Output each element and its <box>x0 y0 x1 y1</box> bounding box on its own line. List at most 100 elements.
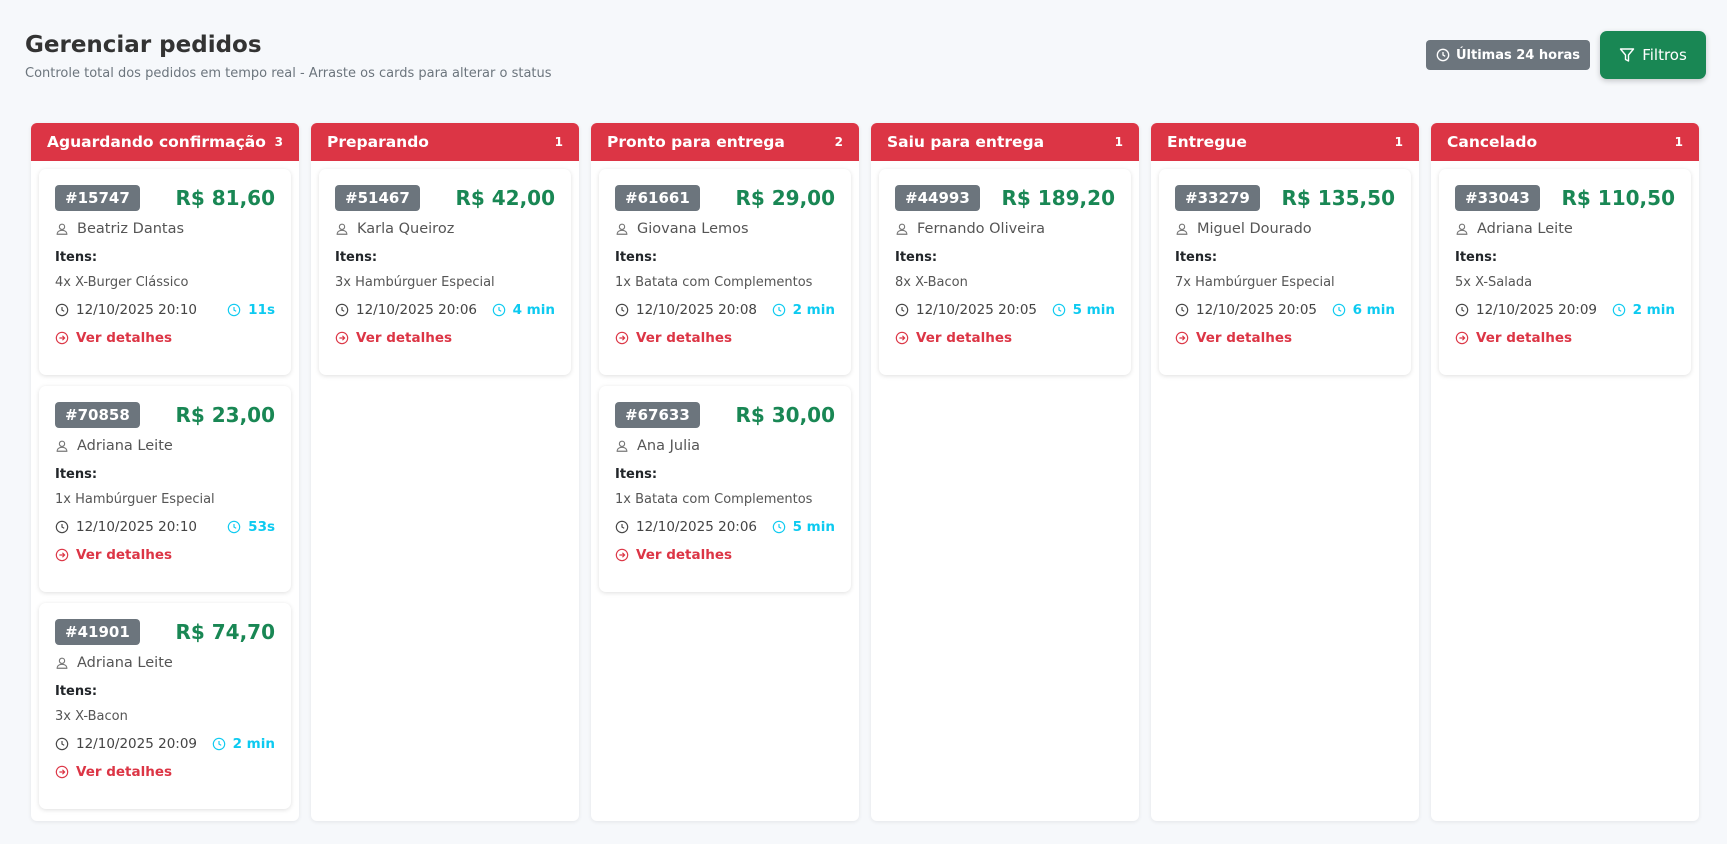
details-link[interactable]: Ver detalhes <box>55 330 275 346</box>
clock-icon <box>227 520 241 534</box>
items-list: 5x X-Salada <box>1455 275 1533 290</box>
order-id: #67633 <box>615 402 700 428</box>
elapsed-time: 2 min <box>772 302 835 318</box>
column-title: Pronto para entrega <box>607 133 785 151</box>
details-link[interactable]: Ver detalhes <box>55 547 275 563</box>
details-link-text: Ver detalhes <box>76 764 173 780</box>
customer-name: Adriana Leite <box>77 438 173 454</box>
details-link[interactable]: Ver detalhes <box>1175 330 1395 346</box>
order-id: #15747 <box>55 185 140 211</box>
order-id: #61661 <box>615 185 700 211</box>
elapsed-time: 2 min <box>212 736 275 752</box>
clock-icon <box>55 303 69 317</box>
details-link[interactable]: Ver detalhes <box>615 547 835 563</box>
order-card[interactable]: #41901 R$ 74,70 Adriana Leite Itens: 3x X-Ba… <box>39 603 291 809</box>
elapsed-time: 11s <box>227 302 275 318</box>
order-card[interactable]: #67633 R$ 30,00 Ana Julia Itens: 1x Batata c… <box>599 386 851 592</box>
person-icon <box>1456 223 1468 235</box>
order-card[interactable]: #61661 R$ 29,00 Giovana Lemos Itens: 1x Bata… <box>599 169 851 375</box>
arrow-icon <box>615 331 629 345</box>
card-list: #61661 R$ 29,00 Giovana Lemos Itens: 1x Bata… <box>591 161 859 600</box>
customer: Adriana Leite <box>55 438 275 454</box>
card-list: #51467 R$ 42,00 Karla Queiroz Itens: 3x Hamb… <box>311 161 579 383</box>
customer: Giovana Lemos <box>615 221 835 237</box>
customer: Fernando Oliveira <box>895 221 1115 237</box>
column-header: Cancelado 1 <box>1431 123 1699 161</box>
items-list: 3x X-Bacon <box>55 709 128 724</box>
order-card[interactable]: #33279 R$ 135,50 Miguel Dourado Itens: 7x Ha… <box>1159 169 1411 375</box>
order-card[interactable]: #15747 R$ 81,60 Beatriz Dantas Itens: 4x X-B… <box>39 169 291 375</box>
details-link[interactable]: Ver detalhes <box>55 764 275 780</box>
datetime-text: 12/10/2025 20:05 <box>1196 302 1318 318</box>
elapsed-text: 11s <box>248 302 275 318</box>
card-times: 12/10/2025 20:05 6 min <box>1175 302 1395 318</box>
items-list: 3x Hambúrguer Especial <box>335 275 495 290</box>
column-count: 1 <box>1114 135 1123 149</box>
filter-button-label: Filtros <box>1642 46 1687 64</box>
person-icon <box>616 223 628 235</box>
column-header: Entregue 1 <box>1151 123 1419 161</box>
details-link-text: Ver detalhes <box>916 330 1013 346</box>
customer-name: Karla Queiroz <box>357 221 455 237</box>
elapsed-time: 5 min <box>1052 302 1115 318</box>
person-icon <box>896 223 908 235</box>
details-link-text: Ver detalhes <box>76 330 173 346</box>
clock-icon <box>227 303 241 317</box>
order-price: R$ 110,50 <box>1561 186 1675 210</box>
items-list: 4x X-Burger Clássico <box>55 275 189 290</box>
arrow-icon <box>1175 331 1189 345</box>
order-card[interactable]: #44993 R$ 189,20 Fernando Oliveira Itens: 8x… <box>879 169 1131 375</box>
details-link[interactable]: Ver detalhes <box>1455 330 1675 346</box>
elapsed-text: 2 min <box>232 736 275 752</box>
elapsed-text: 4 min <box>512 302 555 318</box>
kanban-column: Cancelado 1 #33043 R$ 110,50 Adriana Leite It… <box>1431 123 1699 821</box>
order-datetime: 12/10/2025 20:06 <box>335 302 477 318</box>
customer: Adriana Leite <box>1455 221 1675 237</box>
items-list: 8x X-Bacon <box>895 275 968 290</box>
card-header: #33279 R$ 135,50 <box>1175 185 1395 211</box>
column-title: Entregue <box>1167 133 1247 151</box>
datetime-text: 12/10/2025 20:05 <box>916 302 1038 318</box>
column-header: Saiu para entrega 1 <box>871 123 1139 161</box>
customer-name: Ana Julia <box>637 438 701 454</box>
details-link-text: Ver detalhes <box>1476 330 1573 346</box>
order-card[interactable]: #33043 R$ 110,50 Adriana Leite Itens: 5x X-S… <box>1439 169 1691 375</box>
clock-icon <box>1052 303 1065 317</box>
order-datetime: 12/10/2025 20:10 <box>55 519 197 535</box>
column-count: 3 <box>274 135 283 149</box>
card-header: #70858 R$ 23,00 <box>55 402 275 428</box>
person-icon <box>1176 223 1188 235</box>
arrow-icon <box>55 548 69 562</box>
kanban-column: Preparando 1 #51467 R$ 42,00 Karla Queiroz It… <box>311 123 579 821</box>
datetime-text: 12/10/2025 20:10 <box>76 302 198 318</box>
filter-button[interactable]: Filtros <box>1600 31 1706 79</box>
person-icon <box>56 223 68 235</box>
details-link-text: Ver detalhes <box>1196 330 1293 346</box>
elapsed-text: 6 min <box>1352 302 1395 318</box>
order-datetime: 12/10/2025 20:06 <box>615 519 757 535</box>
kanban-column: Entregue 1 #33279 R$ 135,50 Miguel Dourado It… <box>1151 123 1419 821</box>
details-link[interactable]: Ver detalhes <box>335 330 555 346</box>
card-times: 12/10/2025 20:08 2 min <box>615 302 835 318</box>
order-id: #51467 <box>335 185 420 211</box>
card-list: #33279 R$ 135,50 Miguel Dourado Itens: 7x Ha… <box>1151 161 1419 383</box>
customer: Adriana Leite <box>55 655 275 671</box>
datetime-text: 12/10/2025 20:10 <box>76 519 198 535</box>
elapsed-time: 53s <box>227 519 275 535</box>
elapsed-text: 2 min <box>1632 302 1675 318</box>
card-header: #15747 R$ 81,60 <box>55 185 275 211</box>
datetime-text: 12/10/2025 20:06 <box>636 519 758 535</box>
details-link[interactable]: Ver detalhes <box>895 330 1115 346</box>
order-card[interactable]: #70858 R$ 23,00 Adriana Leite Itens: 1x Hamb… <box>39 386 291 592</box>
arrow-icon <box>335 331 349 345</box>
elapsed-time: 6 min <box>1332 302 1395 318</box>
time-badge-label: Últimas 24 horas <box>1456 47 1580 63</box>
kanban-column: Pronto para entrega 2 #61661 R$ 29,00 Giovan… <box>591 123 859 821</box>
time-badge[interactable]: Últimas 24 horas <box>1426 40 1590 70</box>
kanban-board: Aguardando confirmação 3 #15747 R$ 81,60 Bea… <box>31 123 1699 821</box>
order-datetime: 12/10/2025 20:05 <box>895 302 1037 318</box>
order-price: R$ 30,00 <box>735 403 835 427</box>
order-card[interactable]: #51467 R$ 42,00 Karla Queiroz Itens: 3x Hamb… <box>319 169 571 375</box>
details-link[interactable]: Ver detalhes <box>615 330 835 346</box>
